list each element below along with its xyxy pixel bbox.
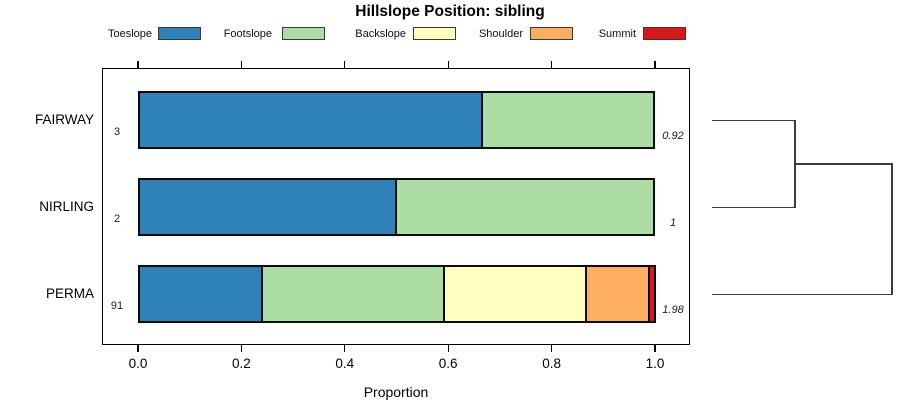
axis-tick-bottom: [240, 345, 242, 352]
bar-segment-backslope: [443, 265, 588, 323]
row-h-value: 1: [669, 217, 677, 229]
row-label-perma: PERMA: [45, 286, 94, 301]
chart-title: Hillslope Position: sibling: [355, 3, 545, 20]
axis-tick-top: [240, 61, 242, 68]
bar-segment-footslope: [394, 178, 655, 236]
dendrogram-line: [712, 293, 892, 296]
axis-tick-label: 0.0: [128, 356, 148, 371]
legend-label-toeslope: Toeslope: [107, 28, 152, 40]
axis-tick-label: 0.8: [542, 356, 561, 371]
axis-tick-bottom: [551, 345, 553, 352]
row-h-value: 0.92: [662, 130, 684, 142]
legend-swatch-footslope-icon: [282, 27, 325, 40]
legend-label-footslope: Footslope: [223, 28, 272, 40]
axis-tick-top: [344, 61, 346, 68]
legend-swatch-backslope-icon: [413, 27, 456, 40]
legend-label-summit: Summit: [598, 28, 636, 40]
row-h-value: 1.98: [662, 304, 684, 316]
axis-tick-label: 0.6: [438, 356, 458, 371]
bar-segment-shoulder: [585, 265, 650, 323]
axis-tick-bottom: [137, 345, 139, 352]
bar-segment-summit: [647, 265, 656, 323]
row-label-fairway: FAIRWAY: [34, 112, 94, 127]
axis-tick-top: [137, 61, 139, 68]
axis-tick-top: [447, 61, 449, 68]
legend-label-backslope: Backslope: [355, 28, 406, 40]
bar-segment-toeslope: [138, 178, 397, 236]
legend-label-shoulder: Shoulder: [478, 28, 523, 40]
axis-tick-label: 1.0: [645, 356, 665, 371]
bar-segment-footslope: [261, 265, 446, 323]
x-axis-label: Proportion: [363, 384, 429, 400]
axis-tick-top: [551, 61, 553, 68]
legend-swatch-shoulder-icon: [530, 27, 573, 40]
row-label-nirling: NIRLING: [39, 199, 94, 214]
row-n-value: 3: [113, 126, 121, 138]
axis-tick-label: 0.4: [335, 356, 355, 371]
axis-tick-label: 0.2: [232, 356, 251, 371]
row-n-value: 91: [110, 300, 124, 312]
bar-segment-footslope: [480, 91, 655, 149]
axis-tick-top: [654, 61, 656, 68]
dendrogram-line: [712, 119, 795, 122]
bar-segment-toeslope: [138, 265, 264, 323]
dendrogram-line: [891, 163, 893, 296]
dendrogram-line: [794, 163, 892, 165]
legend-swatch-summit-icon: [643, 27, 686, 40]
legend-swatch-toeslope-icon: [158, 27, 201, 40]
axis-tick-bottom: [344, 345, 346, 352]
axis-tick-bottom: [654, 345, 656, 352]
row-n-value: 2: [113, 213, 121, 225]
bar-segment-toeslope: [138, 91, 483, 149]
axis-tick-bottom: [447, 345, 449, 352]
dendrogram-line: [712, 206, 795, 209]
